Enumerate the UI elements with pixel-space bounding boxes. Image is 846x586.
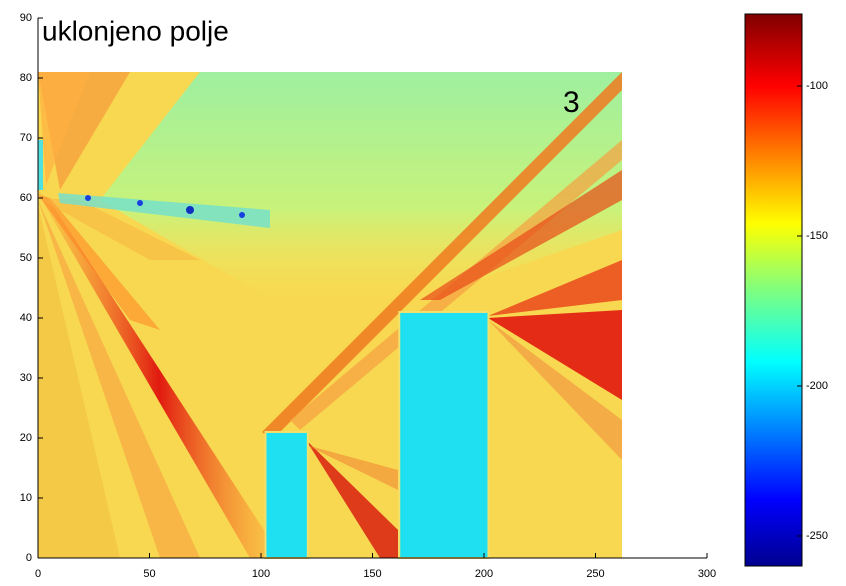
colorbar-tick-label: -150 (806, 230, 828, 242)
y-tick-label: 10 (20, 492, 32, 504)
y-tick-label: 80 (20, 72, 32, 84)
x-tick-label: 300 (698, 568, 716, 580)
y-tick-label: 70 (20, 132, 32, 144)
obstacle (264, 431, 309, 559)
x-tick-label: 200 (475, 568, 493, 580)
x-tick-label: 150 (363, 568, 381, 580)
y-tick-label: 30 (20, 372, 32, 384)
y-tick-label: 20 (20, 432, 32, 444)
y-tick-label: 60 (20, 192, 32, 204)
y-tick-label: 0 (26, 552, 32, 564)
obstacle (398, 311, 490, 559)
colorbar (744, 13, 803, 567)
colorbar-tick-label: -100 (806, 80, 828, 92)
colorbar-tick-label: -200 (806, 380, 828, 392)
x-tick-label: 250 (586, 568, 604, 580)
y-tick-label: 40 (20, 312, 32, 324)
y-tick-label: 50 (20, 252, 32, 264)
x-tick-label: 50 (143, 568, 155, 580)
x-tick-label: 0 (35, 568, 41, 580)
y-tick-label: 90 (20, 12, 32, 24)
field-image (36, 72, 622, 558)
chart-title: uklonjeno polje (42, 15, 229, 46)
x-tick-label: 100 (252, 568, 270, 580)
annotation: 3 (563, 86, 580, 119)
colorbar-tick-label: -250 (806, 530, 828, 542)
